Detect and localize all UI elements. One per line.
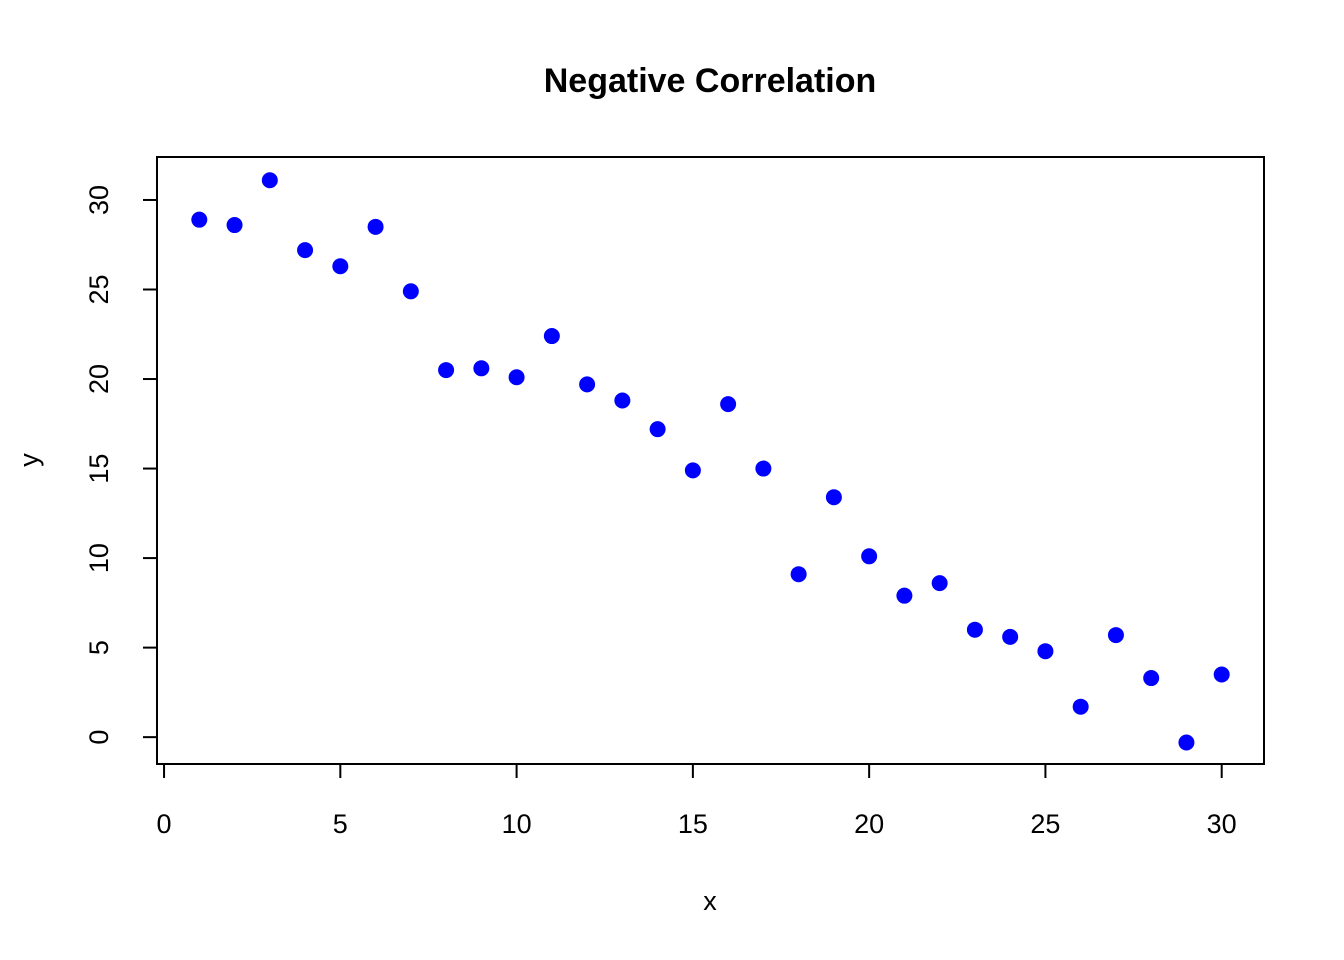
data-point bbox=[1072, 698, 1089, 715]
plot-frame bbox=[156, 156, 1265, 765]
data-point bbox=[1178, 734, 1195, 751]
x-tick-label: 25 bbox=[1030, 809, 1060, 839]
x-axis: 0 5 10 15 20 25 30 bbox=[157, 763, 1237, 839]
data-point bbox=[191, 211, 208, 228]
data-point bbox=[1143, 670, 1160, 687]
data-point bbox=[226, 217, 243, 234]
x-tick-label: 20 bbox=[854, 809, 884, 839]
x-tick-label: 30 bbox=[1207, 809, 1237, 839]
data-point bbox=[438, 362, 455, 379]
data-point bbox=[896, 587, 913, 604]
data-point bbox=[861, 548, 878, 565]
data-point bbox=[684, 462, 701, 479]
y-tick-label: 15 bbox=[84, 454, 114, 484]
data-point bbox=[614, 392, 631, 409]
data-points bbox=[191, 172, 1230, 751]
data-point bbox=[297, 242, 314, 259]
data-point bbox=[790, 566, 807, 583]
data-point bbox=[261, 172, 278, 189]
y-tick-label: 0 bbox=[84, 730, 114, 745]
y-tick-label: 10 bbox=[84, 543, 114, 573]
y-tick-label: 20 bbox=[84, 364, 114, 394]
data-point bbox=[931, 575, 948, 592]
data-point bbox=[1002, 628, 1019, 645]
data-point bbox=[508, 369, 525, 386]
data-point bbox=[720, 396, 737, 413]
x-axis-label: x bbox=[703, 886, 717, 916]
x-tick-label: 5 bbox=[333, 809, 348, 839]
y-tick-label: 30 bbox=[84, 185, 114, 215]
data-point bbox=[543, 328, 560, 345]
data-point bbox=[966, 621, 983, 638]
data-point bbox=[1107, 627, 1124, 644]
data-point bbox=[1213, 666, 1230, 683]
data-point bbox=[367, 218, 384, 235]
y-tick-label: 5 bbox=[84, 640, 114, 655]
data-point bbox=[755, 460, 772, 477]
x-tick-label: 0 bbox=[157, 809, 172, 839]
x-tick-label: 10 bbox=[502, 809, 532, 839]
y-tick-label: 25 bbox=[84, 274, 114, 304]
chart-title: Negative Correlation bbox=[544, 62, 877, 100]
data-point bbox=[649, 421, 666, 438]
data-point bbox=[579, 376, 596, 393]
data-point bbox=[825, 489, 842, 506]
data-point bbox=[402, 283, 419, 300]
data-point bbox=[1037, 643, 1054, 660]
y-axis: 0 5 10 15 20 25 30 bbox=[84, 185, 158, 745]
x-tick-label: 15 bbox=[678, 809, 708, 839]
data-point bbox=[473, 360, 490, 377]
y-axis-label: y bbox=[14, 453, 44, 467]
data-point bbox=[332, 258, 349, 275]
